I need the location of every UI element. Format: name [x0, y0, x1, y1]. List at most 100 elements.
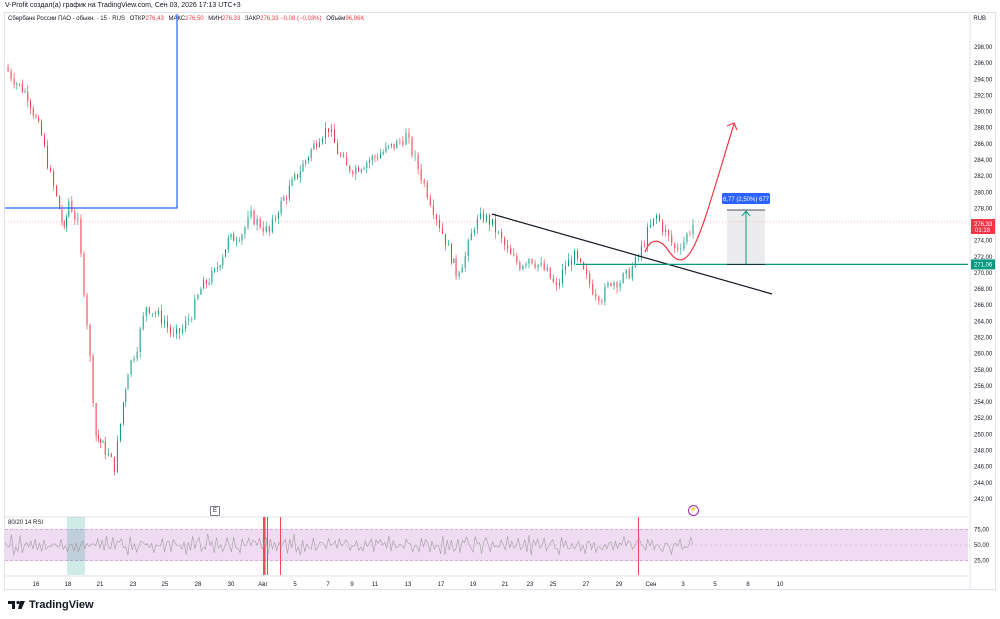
candle-body [288, 185, 290, 199]
candle-body [151, 313, 153, 314]
rsi-overbought-marker [638, 517, 639, 575]
tradingview-logo[interactable]: TradingView [8, 599, 94, 611]
price-axis[interactable]: 298,00 296,00 294,00 292,00 290,00 288,00 286,… [969, 14, 995, 590]
legend-close: 276,33 [260, 16, 279, 22]
candle-body [540, 263, 542, 265]
legend-symbol[interactable]: Сбербанк России ПАО - обыкн. · 15 · RUS [8, 16, 125, 22]
candle-body [671, 235, 673, 244]
x-tick-label: 23 [527, 582, 534, 588]
candle-body [216, 267, 218, 269]
rsi-pane[interactable]: 75,00 50,00 25,00 [4, 516, 990, 575]
time-axis[interactable]: 16 18 21 23 25 28 30 Авг 5 7 9 11 13 17 19 21 23 25 27 29 Се… [4, 575, 968, 588]
y-tick-label: 264,00 [974, 319, 993, 325]
y-tick-label: 250,00 [974, 432, 993, 438]
x-tick-label: 13 [405, 582, 412, 588]
candle-body [513, 254, 515, 256]
candle-body [349, 165, 351, 172]
candle-body [97, 435, 99, 439]
candle-body [238, 240, 240, 241]
candle-body [321, 138, 323, 143]
candle-body [586, 269, 588, 274]
candle-body [531, 258, 533, 264]
legend-low-label: МИН [208, 16, 222, 22]
price-pane[interactable] [5, 63, 968, 476]
candle-body [74, 211, 76, 220]
candle-body [467, 240, 469, 256]
y-tick-label: 262,00 [974, 336, 993, 342]
candle-body [250, 210, 252, 217]
candle-body [686, 233, 688, 242]
currency-label[interactable]: RUB [973, 16, 986, 22]
candle-body [63, 221, 65, 227]
earnings-badge[interactable]: E [210, 506, 220, 516]
candle-body [610, 283, 612, 286]
candle-body [613, 282, 615, 286]
y-tick-label: 288,00 [974, 126, 993, 132]
candle-body [10, 71, 12, 79]
candle-body [92, 355, 94, 404]
candle-body [637, 256, 639, 258]
x-tick-label: 25 [162, 582, 169, 588]
rsi-indicator-label[interactable]: 80/20 14 RSI [8, 520, 44, 526]
candle-body [346, 156, 348, 166]
candle-body [40, 121, 42, 136]
candle-body [592, 284, 594, 295]
candle-body [43, 135, 45, 146]
candle-body [56, 185, 58, 196]
candle-body [567, 259, 569, 267]
candle-body [235, 240, 237, 242]
candle-body [689, 233, 691, 235]
y-tick-label: 280,00 [974, 190, 993, 196]
candle-body [438, 219, 440, 228]
legend-volume: 96,96K [345, 16, 365, 22]
candle-body [86, 295, 88, 326]
y-tick-label: 296,00 [974, 61, 993, 67]
chart-frame [4, 12, 996, 590]
candle-body [227, 237, 229, 250]
legend-close-label: ЗАКР [244, 16, 261, 22]
candle-body [280, 200, 282, 214]
y-tick-label: 254,00 [974, 400, 993, 406]
candle-body [495, 218, 497, 233]
y-tick-label: 284,00 [974, 158, 993, 164]
candle-body [139, 329, 141, 352]
candle-body [35, 115, 37, 118]
candle-body [444, 233, 446, 246]
candle-body [203, 279, 205, 289]
candle-body [316, 143, 318, 148]
candle-body [668, 229, 670, 236]
y-tick-label: 248,00 [974, 449, 993, 455]
candle-body [374, 156, 376, 158]
candle-body [142, 315, 144, 330]
legend-volume-label: Объём [326, 16, 346, 22]
candle-body [583, 262, 585, 270]
candle-body [307, 157, 309, 161]
candle-body [683, 241, 685, 249]
x-tick-label: 21 [502, 582, 509, 588]
candle-body [19, 83, 21, 85]
x-tick-label: 16 [33, 582, 40, 588]
drawing-layer[interactable]: 6,77 (2,50%) 677 [5, 14, 968, 295]
candle-body [256, 218, 258, 225]
candle-body [396, 140, 398, 149]
candle-body [125, 389, 127, 403]
forecast-curve-drawing [644, 123, 735, 261]
candle-body [305, 160, 307, 164]
level-price-text: 271,06 [974, 262, 993, 268]
candle-body [327, 128, 329, 132]
rsi-tick-label: 50,00 [974, 543, 990, 549]
candle-body [133, 358, 135, 361]
candle-body [222, 256, 224, 266]
x-tick-label: 5 [293, 582, 297, 588]
candle-body [16, 83, 18, 85]
candle-body [262, 227, 264, 232]
candle-body [61, 209, 63, 222]
candle-body [59, 195, 61, 210]
candle-body [616, 282, 618, 288]
lightning-icon[interactable]: ⚡ [688, 505, 699, 516]
candle-body [543, 263, 545, 271]
candle-body [154, 313, 156, 315]
candle-body [107, 453, 109, 455]
y-tick-label: 282,00 [974, 174, 993, 180]
